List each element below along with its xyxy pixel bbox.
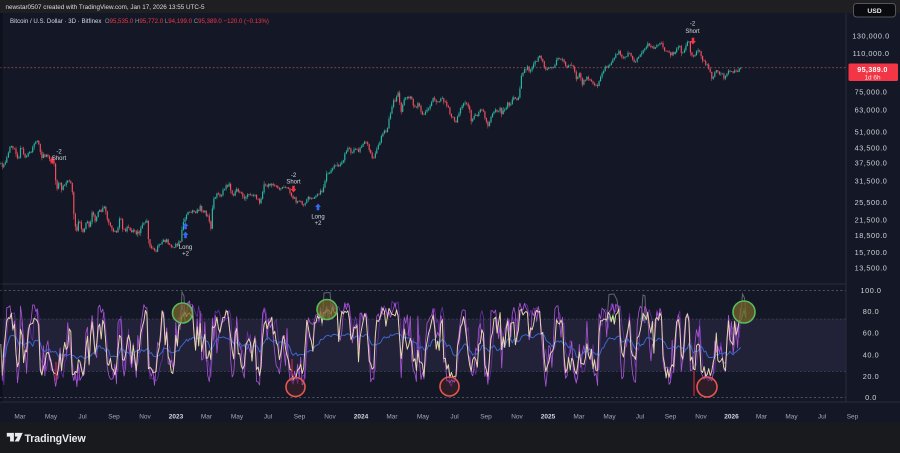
svg-text:Mar: Mar [573,414,585,421]
svg-text:75,000.0: 75,000.0 [855,88,888,97]
svg-text:May: May [603,414,616,421]
svg-text:+2: +2 [315,221,323,227]
svg-text:Mar: Mar [14,414,26,421]
svg-text:Sep: Sep [665,414,677,421]
svg-text:May: May [785,414,798,421]
svg-text:2024: 2024 [354,414,369,421]
svg-text:2023: 2023 [169,414,184,421]
svg-text:Jul: Jul [450,414,459,421]
svg-text:100.0: 100.0 [860,286,881,295]
svg-text:95,389.0: 95,389.0 [857,65,887,74]
svg-text:Sep: Sep [480,414,492,421]
svg-text:May: May [231,414,244,421]
svg-text:Sep: Sep [294,414,306,421]
svg-text:20.0: 20.0 [863,372,879,381]
svg-text:Long: Long [311,214,324,220]
svg-text:15,700.0: 15,700.0 [855,248,888,257]
svg-text:Sep: Sep [108,414,120,421]
svg-text:63,000.0: 63,000.0 [855,106,888,115]
svg-text:newstar0507 created with Tradi: newstar0507 created with TradingView.com… [6,4,206,11]
svg-text:130,000.0: 130,000.0 [852,32,889,41]
svg-text:Mar: Mar [201,414,213,421]
svg-text:Bitcoin / U.S. Dollar · 3D · B: Bitcoin / U.S. Dollar · 3D · Bitfinex O9… [10,18,269,25]
svg-text:Long: Long [179,245,192,251]
svg-text:Sep: Sep [847,414,859,421]
svg-text:37,500.0: 37,500.0 [855,159,888,168]
svg-text:13,500.0: 13,500.0 [855,264,888,273]
svg-text:18,500.0: 18,500.0 [855,231,888,240]
svg-text:21,500.0: 21,500.0 [855,216,888,225]
svg-text:51,000.0: 51,000.0 [855,128,888,137]
svg-text:110,000.0: 110,000.0 [853,49,890,58]
svg-text:Nov: Nov [324,414,336,421]
svg-text:TradingView: TradingView [25,433,87,445]
svg-text:Mar: Mar [756,414,768,421]
svg-text:-2: -2 [690,21,696,27]
svg-text:Short: Short [685,29,700,35]
svg-text:Jul: Jul [264,414,273,421]
svg-text:Short: Short [286,179,301,185]
svg-text:Jul: Jul [78,414,87,421]
svg-text:60.0: 60.0 [863,329,879,338]
svg-text:Mar: Mar [386,414,398,421]
svg-text:May: May [417,414,430,421]
svg-text:80.0: 80.0 [863,307,879,316]
svg-text:1d 6h: 1d 6h [865,74,881,81]
svg-text:25,500.0: 25,500.0 [855,198,888,207]
svg-text:31,500.0: 31,500.0 [855,177,888,186]
svg-text:43,500.0: 43,500.0 [855,144,888,153]
svg-text:Jul: Jul [818,414,827,421]
svg-text:USD: USD [867,8,881,15]
svg-text:0.0: 0.0 [865,393,877,402]
svg-text:Jul: Jul [636,414,645,421]
svg-text:2026: 2026 [724,414,739,421]
svg-text:Short: Short [52,156,67,162]
svg-text:+2: +2 [182,252,190,258]
svg-text:-2: -2 [56,150,62,156]
svg-text:Nov: Nov [139,414,151,421]
svg-text:40.0: 40.0 [863,350,879,359]
svg-text:2025: 2025 [541,414,556,421]
svg-text:Nov: Nov [695,414,707,421]
svg-text:May: May [45,414,58,421]
svg-text:-2: -2 [291,173,297,179]
svg-text:Nov: Nov [511,414,523,421]
